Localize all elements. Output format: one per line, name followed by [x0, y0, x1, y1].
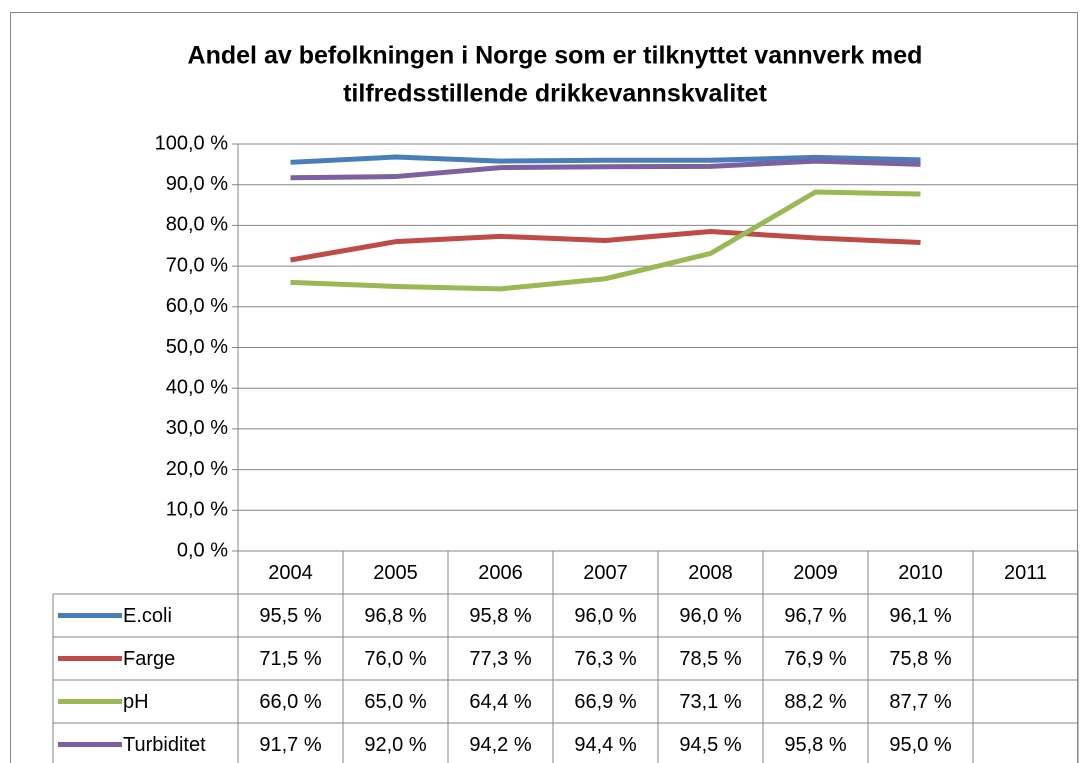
series-line — [290, 158, 921, 181]
y-tick-label: 40,0 % — [166, 376, 228, 398]
table-value: 96,7 % — [784, 605, 846, 627]
table-value: 76,0 % — [364, 648, 426, 670]
y-tick-label: 30,0 % — [166, 417, 228, 439]
table-value: 75,8 % — [889, 648, 951, 670]
table-value: 96,0 % — [679, 605, 741, 627]
table-value: 94,2 % — [469, 734, 531, 756]
legend-label: Turbiditet — [123, 734, 206, 756]
x-tick-label: 2010 — [898, 562, 943, 584]
series-line — [290, 229, 921, 263]
table-value: 76,9 % — [784, 648, 846, 670]
x-tick-label: 2007 — [583, 562, 628, 584]
legend-label: Farge — [123, 648, 175, 670]
table-value: 96,8 % — [364, 605, 426, 627]
table-value: 95,5 % — [259, 605, 321, 627]
table-value: 88,2 % — [784, 691, 846, 713]
table-value: 76,3 % — [574, 648, 636, 670]
table-value: 92,0 % — [364, 734, 426, 756]
chart-title: tilfredsstillende drikkevannskvalitet — [343, 80, 767, 108]
table-value: 91,7 % — [259, 734, 321, 756]
table-value: 95,0 % — [889, 734, 951, 756]
y-tick-label: 50,0 % — [166, 336, 228, 358]
table-value: 71,5 % — [259, 648, 321, 670]
y-tick-label: 20,0 % — [166, 458, 228, 480]
table-value: 94,4 % — [574, 734, 636, 756]
x-tick-label: 2008 — [688, 562, 733, 584]
table-value: 77,3 % — [469, 648, 531, 670]
table-value: 64,4 % — [469, 691, 531, 713]
y-tick-label: 70,0 % — [166, 254, 228, 276]
table-value: 78,5 % — [679, 648, 741, 670]
table-value: 95,8 % — [469, 605, 531, 627]
chart-title: Andel av befolkningen i Norge som er til… — [188, 42, 923, 70]
table-value: 96,0 % — [574, 605, 636, 627]
y-tick-label: 100,0 % — [155, 132, 229, 154]
table-value: 95,8 % — [784, 734, 846, 756]
y-tick-label: 0,0 % — [177, 539, 228, 561]
table-value: 96,1 % — [889, 605, 951, 627]
series-line — [290, 154, 921, 165]
x-tick-label: 2005 — [373, 562, 418, 584]
table-value: 66,9 % — [574, 691, 636, 713]
x-tick-label: 2011 — [1004, 562, 1047, 584]
x-tick-label: 2009 — [793, 562, 838, 584]
table-value: 73,1 % — [679, 691, 741, 713]
series-line — [290, 189, 921, 292]
table-value: 65,0 % — [364, 691, 426, 713]
legend-label: pH — [123, 691, 149, 713]
y-tick-label: 80,0 % — [166, 214, 228, 236]
x-tick-label: 2004 — [268, 562, 313, 584]
y-tick-label: 90,0 % — [166, 173, 228, 195]
x-tick-label: 2006 — [478, 562, 523, 584]
legend-label: E.coli — [123, 605, 172, 627]
table-value: 94,5 % — [679, 734, 741, 756]
table-value: 87,7 % — [889, 691, 951, 713]
y-tick-label: 60,0 % — [166, 295, 228, 317]
y-tick-label: 10,0 % — [166, 499, 228, 521]
table-value: 66,0 % — [259, 691, 321, 713]
